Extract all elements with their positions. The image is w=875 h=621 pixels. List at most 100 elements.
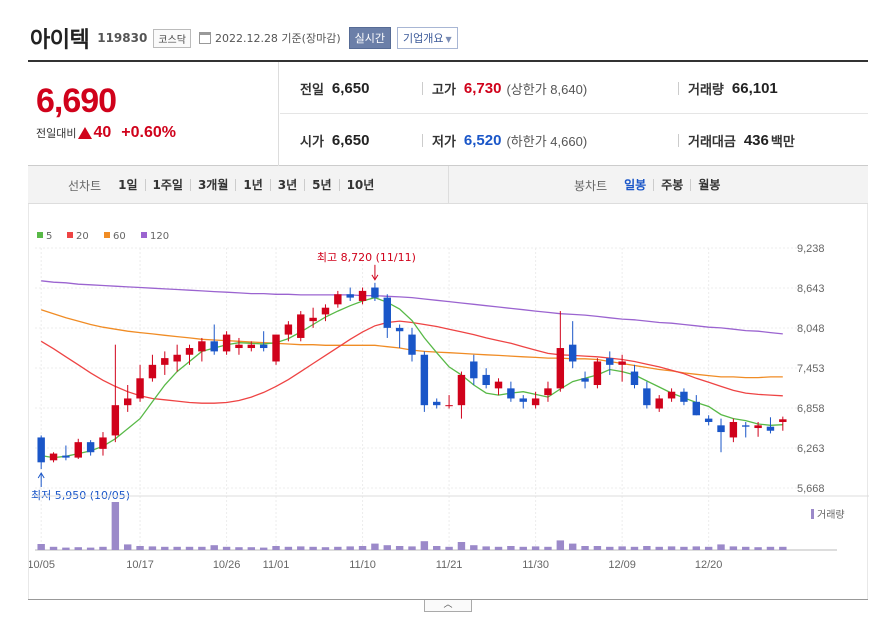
period-3y[interactable]: 3년: [269, 179, 304, 191]
divider: [678, 134, 679, 147]
volume-bar: [235, 547, 243, 550]
y-tick-label: 6,263: [797, 443, 825, 455]
candle-body: [74, 442, 82, 458]
candle-body: [148, 364, 157, 379]
candle-body: [136, 378, 144, 399]
candle-body: [161, 358, 169, 365]
upper-limit: (상한가 8,640): [506, 81, 588, 97]
candle-body: [272, 334, 280, 362]
chart-toolbar: 선차트 1일 1주일 3개월 1년 3년 5년 10년 봉차트 일봉 주봉 월봉: [28, 166, 868, 204]
period-1d[interactable]: 1일: [118, 178, 138, 192]
volume-bar: [185, 546, 194, 550]
chart-area: 5 20 60 120 9,238 8,643 8,048 7,453 6,858 6,263 5,…: [28, 204, 869, 600]
volume-bar: [99, 546, 107, 550]
candle-body: [655, 398, 663, 409]
legend-swatch: [37, 232, 43, 238]
volume-bar: [754, 547, 762, 550]
volume-bar: [519, 546, 527, 550]
candle-body: [704, 418, 713, 422]
candle-body: [593, 361, 602, 386]
stat-label: 저가: [432, 133, 456, 149]
candle-body: [185, 348, 194, 355]
volume-bar: [136, 546, 144, 550]
volume-bar: [371, 543, 379, 550]
period-monthly[interactable]: 월봉: [690, 179, 727, 191]
candle-body: [383, 297, 391, 328]
high-annotation: 최고 8,720 (11/11): [317, 251, 416, 264]
candle-body: [618, 361, 626, 365]
realtime-button[interactable]: 실시간: [348, 27, 391, 49]
candle-body: [173, 354, 181, 362]
bottom-rule: [28, 599, 868, 600]
lower-limit: (하한가 4,660): [506, 133, 588, 149]
market-badge: 코스닥: [153, 28, 191, 48]
stat-value: 6,650: [331, 79, 370, 97]
up-arrow-icon: [78, 127, 93, 139]
legend-swatch: [104, 232, 110, 238]
candle-body: [235, 344, 243, 349]
period-5y[interactable]: 5년: [304, 179, 338, 191]
candle-chart-periods: 봉차트 일봉 주봉 월봉: [574, 166, 727, 204]
period-10y[interactable]: 10년: [338, 179, 382, 191]
volume-bar: [383, 545, 391, 550]
volume-bar: [74, 547, 82, 550]
x-tick-label: 12/20: [695, 559, 723, 571]
candle-body: [321, 307, 330, 315]
volume-bar: [507, 546, 515, 550]
period-weekly[interactable]: 주봉: [653, 179, 690, 191]
volume-bar: [420, 541, 429, 550]
volume-bar: [309, 546, 317, 550]
legend-label: 5: [46, 231, 52, 242]
stat-label: 전일: [300, 81, 324, 97]
y-tick-label: 8,048: [797, 323, 825, 335]
change-percent: +0.60%: [121, 124, 176, 141]
candle-body: [531, 398, 540, 406]
volume-bar: [346, 546, 354, 550]
candle-body: [754, 425, 762, 429]
candle-body: [395, 327, 404, 332]
period-3m[interactable]: 3개월: [189, 179, 235, 191]
candle-body: [433, 401, 441, 406]
stat-value: 436: [743, 131, 769, 149]
volume-bar: [358, 546, 367, 550]
candle-body: [630, 371, 639, 386]
stock-code: 119830: [97, 31, 148, 45]
volume-bar: [581, 546, 589, 550]
volume-legend-swatch: [811, 509, 814, 519]
volume-bar: [729, 546, 738, 550]
volume-bar: [494, 546, 503, 550]
y-tick-label: 8,643: [797, 283, 825, 295]
period-daily[interactable]: 일봉: [624, 178, 647, 192]
low-arrow-head: [37, 472, 45, 479]
candle-body: [210, 341, 218, 352]
x-tick-label: 11/30: [522, 559, 549, 571]
candle-body: [742, 425, 750, 427]
divider: [422, 134, 423, 147]
candle-body: [766, 426, 775, 431]
candle-body: [222, 334, 231, 352]
volume-bar: [593, 546, 602, 550]
period-1y[interactable]: 1년: [235, 179, 269, 191]
ma120-line: [41, 280, 783, 335]
volume-bar: [667, 546, 676, 550]
legend-swatch: [67, 232, 73, 238]
candle-body: [259, 344, 268, 349]
stat-low: 저가 6,520 (하한가 4,660): [432, 114, 587, 166]
candle-body: [334, 294, 342, 305]
period-1w[interactable]: 1주일: [144, 179, 190, 191]
collapse-button[interactable]: ︿: [424, 600, 472, 612]
volume-bar: [742, 546, 750, 550]
candle-body: [297, 314, 305, 338]
candle-body: [581, 378, 589, 382]
volume-bar: [334, 546, 342, 550]
volume-bar: [630, 546, 639, 550]
volume-bar: [259, 547, 268, 550]
volume-bar: [766, 546, 775, 550]
volume-bar: [198, 546, 206, 550]
volume-bar: [692, 546, 701, 550]
candle-body: [507, 388, 515, 399]
stock-name: 아이텍: [30, 28, 90, 53]
candle-body: [309, 317, 317, 322]
company-info-button[interactable]: 기업개요 ▼: [397, 27, 458, 49]
high-arrow-head: [371, 274, 379, 281]
